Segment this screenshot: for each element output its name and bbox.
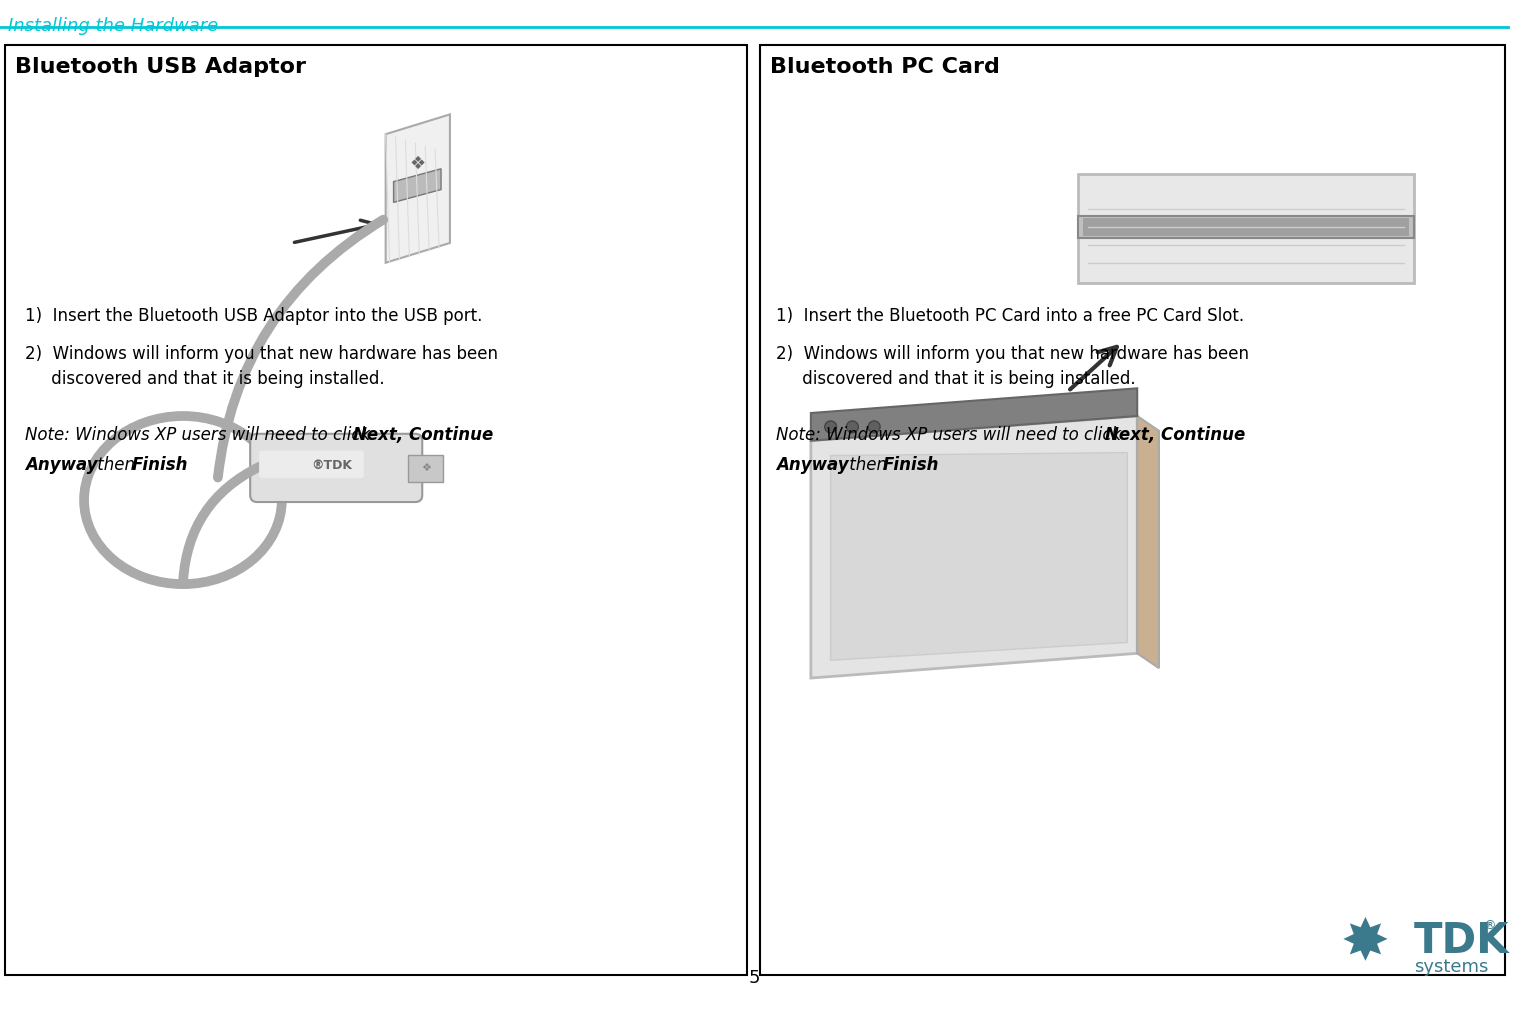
Text: Bluetooth USB Adaptor: Bluetooth USB Adaptor <box>15 57 305 77</box>
Text: Installing the Hardware: Installing the Hardware <box>8 17 218 35</box>
Polygon shape <box>1078 174 1414 283</box>
FancyBboxPatch shape <box>408 454 443 482</box>
Text: then: then <box>92 456 140 474</box>
Text: 1)  Insert the Bluetooth USB Adaptor into the USB port.: 1) Insert the Bluetooth USB Adaptor into… <box>24 307 483 325</box>
Text: Anyway: Anyway <box>24 456 98 474</box>
Text: .: . <box>182 456 186 474</box>
Polygon shape <box>386 114 450 263</box>
FancyArrowPatch shape <box>295 220 377 242</box>
FancyBboxPatch shape <box>760 45 1506 975</box>
Text: Finish: Finish <box>883 456 939 474</box>
Text: 2)  Windows will inform you that new hardware has been
     discovered and that : 2) Windows will inform you that new hard… <box>776 344 1249 388</box>
Circle shape <box>846 421 858 433</box>
FancyBboxPatch shape <box>260 450 363 479</box>
Text: Finish: Finish <box>131 456 188 474</box>
Text: ✸: ✸ <box>1341 915 1390 972</box>
Text: TDK: TDK <box>1414 920 1510 963</box>
Circle shape <box>825 421 837 433</box>
FancyBboxPatch shape <box>250 434 423 502</box>
Circle shape <box>869 421 880 433</box>
Text: systems: systems <box>1414 957 1489 976</box>
FancyBboxPatch shape <box>1083 218 1409 236</box>
Polygon shape <box>831 452 1127 661</box>
Text: .: . <box>933 456 938 474</box>
Polygon shape <box>1138 416 1159 669</box>
Text: ®TDK: ®TDK <box>312 459 351 472</box>
Text: Bluetooth PC Card: Bluetooth PC Card <box>770 57 1000 77</box>
FancyBboxPatch shape <box>5 45 747 975</box>
Polygon shape <box>811 416 1138 678</box>
Text: ❖: ❖ <box>421 464 431 474</box>
Text: ®: ® <box>1483 919 1496 932</box>
Text: Note: Windows XP users will need to click: Note: Windows XP users will need to clic… <box>776 426 1127 443</box>
Text: Anyway: Anyway <box>776 456 849 474</box>
Text: 1)  Insert the Bluetooth PC Card into a free PC Card Slot.: 1) Insert the Bluetooth PC Card into a f… <box>776 307 1245 325</box>
Text: 2)  Windows will inform you that new hardware has been
     discovered and that : 2) Windows will inform you that new hard… <box>24 344 498 388</box>
FancyBboxPatch shape <box>1078 216 1414 238</box>
Polygon shape <box>394 169 441 202</box>
Text: Note: Windows XP users will need to click: Note: Windows XP users will need to clic… <box>24 426 376 443</box>
Text: 5: 5 <box>748 969 760 987</box>
Text: Next, Continue: Next, Continue <box>353 426 493 443</box>
Text: Next, Continue: Next, Continue <box>1104 426 1245 443</box>
Text: then: then <box>843 456 892 474</box>
Polygon shape <box>811 388 1138 440</box>
FancyArrowPatch shape <box>1070 346 1116 390</box>
Text: ❖: ❖ <box>409 155 426 173</box>
